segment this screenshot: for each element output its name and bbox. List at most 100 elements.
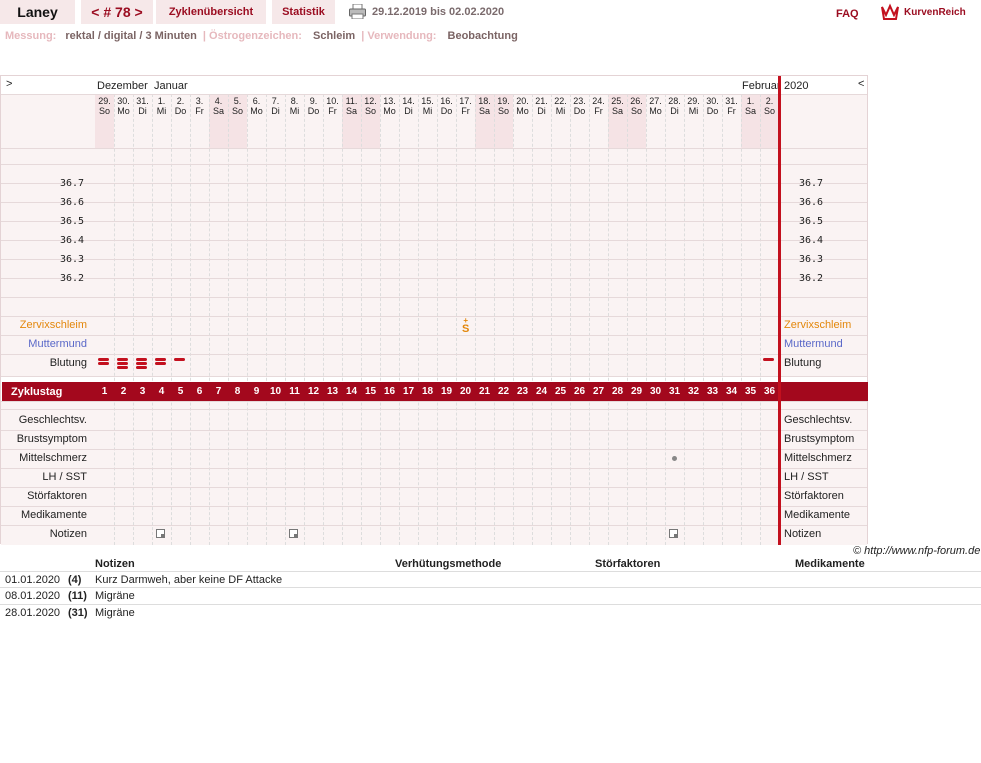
- weekend-column: [361, 94, 380, 148]
- day-gridline: [646, 94, 647, 545]
- day-number: 1.: [746, 96, 755, 106]
- row-label-right-lh: LH / SST: [784, 471, 829, 483]
- nav-left[interactable]: >: [6, 78, 13, 90]
- measure-info: Messung: rektal / digital / 3 Minuten | …: [5, 30, 518, 42]
- weekday: Di: [537, 106, 546, 116]
- day-number: 4.: [214, 96, 223, 106]
- statistics-tab[interactable]: Statistik: [272, 0, 335, 24]
- printer-icon[interactable]: [349, 4, 366, 19]
- day-number: 30.: [706, 96, 719, 106]
- bleeding-mark: [117, 358, 128, 361]
- day-header: 19. So: [494, 96, 513, 116]
- cycle-day-number: 21: [478, 386, 491, 397]
- weekend-column: [475, 94, 494, 148]
- day-gridline: [494, 94, 495, 545]
- cycle-day-number: 4: [158, 386, 165, 397]
- cycle-overview-tab[interactable]: Zyklenübersicht: [156, 0, 266, 24]
- cycle-day-number: 31: [668, 386, 681, 397]
- day-gridline: [437, 94, 438, 545]
- row-label-gv: Geschlechtsv.: [18, 414, 87, 426]
- cycle-day-number: 22: [497, 386, 510, 397]
- bleeding-mark: [98, 362, 109, 365]
- weekday: Sa: [478, 106, 490, 116]
- weekday: Do: [706, 106, 719, 116]
- day-header: 28. Di: [665, 96, 684, 116]
- day-number: 31.: [136, 96, 149, 106]
- row-divider: [1, 259, 867, 260]
- day-gridline: [418, 94, 419, 545]
- day-number: 25.: [611, 96, 624, 106]
- cycle-day-number: 16: [383, 386, 396, 397]
- day-number: 14.: [402, 96, 415, 106]
- day-gridline: [399, 94, 400, 545]
- weekday: So: [364, 106, 376, 116]
- temp-label-right: 36.5: [799, 216, 824, 227]
- logo[interactable]: KurvenReich: [880, 3, 966, 21]
- note-date: 08.01.2020: [5, 590, 61, 602]
- day-gridline: [456, 94, 457, 545]
- separator: |: [202, 30, 206, 42]
- cycle-navigator[interactable]: < # 78 >: [81, 0, 153, 24]
- observation-band: [1, 316, 867, 376]
- cycle-day-number: 7: [215, 386, 222, 397]
- month-label: Dezember: [97, 80, 148, 92]
- cycle-day-number: 26: [573, 386, 586, 397]
- day-header: 29. So: [95, 96, 114, 116]
- day-gridline: [513, 94, 514, 545]
- day-header: 26. So: [627, 96, 646, 116]
- row-divider: [1, 468, 867, 469]
- day-gridline: [190, 94, 191, 545]
- day-header: 30. Mo: [114, 96, 133, 116]
- day-header: 31. Fr: [722, 96, 741, 116]
- cycle-day-number: 17: [402, 386, 415, 397]
- note-icon[interactable]: [289, 529, 298, 538]
- temp-label-right: 36.7: [799, 178, 824, 189]
- weekday: So: [497, 106, 509, 116]
- weekday: Mi: [156, 106, 167, 116]
- note-day: (31): [68, 607, 88, 619]
- day-number: 21.: [535, 96, 548, 106]
- note-icon[interactable]: [669, 529, 678, 538]
- day-header: 14. Di: [399, 96, 418, 116]
- day-header: 1. Sa: [741, 96, 760, 116]
- measure-value: rektal / digital / 3 Minuten: [65, 30, 197, 42]
- row-label-medi: Medikamente: [20, 509, 87, 521]
- user-name: Laney: [0, 0, 75, 24]
- day-number: 23.: [573, 96, 586, 106]
- cervix-symbol: S: [462, 323, 470, 335]
- weekday: Sa: [744, 106, 756, 116]
- nav-right[interactable]: <: [858, 78, 865, 90]
- row-label-mittel: Mittelschmerz: [19, 452, 87, 464]
- faq-link[interactable]: FAQ: [836, 8, 859, 20]
- weekend-column: [760, 94, 779, 148]
- weekday: Sa: [611, 106, 623, 116]
- cycle-day-number: 5: [177, 386, 184, 397]
- row-label-notizen: Notizen: [49, 528, 87, 540]
- row-divider: [1, 240, 867, 241]
- day-header: 4. Sa: [209, 96, 228, 116]
- day-number: 3.: [195, 96, 204, 106]
- temp-label-right: 36.3: [799, 254, 824, 265]
- bleeding-mark: [155, 358, 166, 361]
- day-number: 15.: [421, 96, 434, 106]
- weekend-column: [95, 94, 114, 148]
- note-date: 01.01.2020: [5, 574, 61, 586]
- cycle-day-number: 8: [234, 386, 241, 397]
- bleeding-mark: [136, 362, 147, 365]
- note-icon[interactable]: [156, 529, 165, 538]
- row-divider: [1, 506, 867, 507]
- day-number: 8.: [290, 96, 299, 106]
- row-divider: [1, 148, 867, 149]
- row-label-brust: Brustsymptom: [16, 433, 87, 445]
- row-label-right-brust: Brustsymptom: [784, 433, 855, 445]
- row-label-right-blutung: Blutung: [784, 357, 822, 369]
- day-header: 2. Do: [171, 96, 190, 116]
- weekday: Mo: [649, 106, 662, 116]
- weekday: Do: [440, 106, 453, 116]
- logo-text: KurvenReich: [904, 6, 966, 18]
- credit[interactable]: © http://www.nfp-forum.de: [853, 545, 981, 557]
- day-header: 21. Di: [532, 96, 551, 116]
- day-header: 11. Sa: [342, 96, 361, 116]
- weekday: So: [630, 106, 642, 116]
